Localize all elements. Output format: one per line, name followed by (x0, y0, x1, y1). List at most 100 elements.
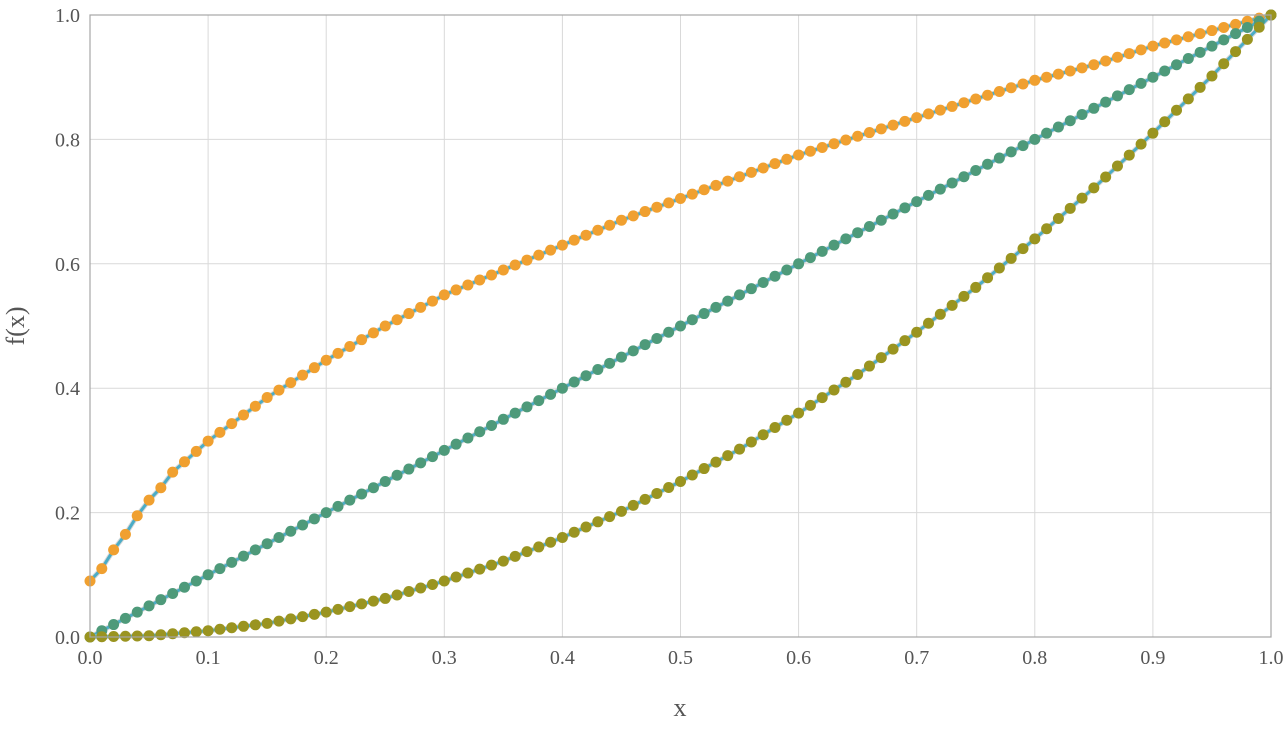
data-point (946, 299, 958, 311)
data-point (450, 284, 462, 296)
data-point (426, 295, 438, 307)
data-point (1218, 58, 1230, 70)
data-point (852, 130, 864, 142)
data-point (1230, 28, 1242, 40)
y-tick-label: 0.4 (55, 378, 80, 400)
data-point (1076, 62, 1088, 74)
data-point (615, 505, 627, 517)
data-point (167, 587, 179, 599)
data-point (757, 162, 769, 174)
data-point (1017, 78, 1029, 90)
y-tick-label: 0.0 (55, 627, 80, 649)
data-point (261, 617, 273, 629)
data-point (958, 97, 970, 109)
data-point (722, 175, 734, 187)
data-point (1017, 243, 1029, 255)
data-point (828, 239, 840, 251)
data-point (840, 233, 852, 245)
data-point (273, 531, 285, 543)
data-point (804, 252, 816, 264)
data-point (285, 613, 297, 625)
data-point (379, 592, 391, 604)
data-point (497, 555, 509, 567)
data-point (403, 585, 415, 597)
data-point (1159, 65, 1171, 77)
data-point (1029, 133, 1041, 145)
data-point (391, 469, 403, 481)
data-point (1123, 84, 1135, 96)
data-point (1135, 138, 1147, 150)
data-point (627, 499, 639, 511)
data-point (592, 516, 604, 528)
data-point (356, 488, 368, 500)
data-point (96, 563, 108, 575)
data-point (769, 270, 781, 282)
data-point (592, 224, 604, 236)
x-tick-label: 0.7 (904, 647, 929, 669)
data-point (297, 611, 309, 623)
data-point (899, 202, 911, 214)
data-point (474, 426, 486, 438)
data-point (509, 407, 521, 419)
data-point (202, 569, 214, 581)
data-point (155, 482, 167, 494)
data-point (734, 171, 746, 183)
data-point (403, 463, 415, 475)
data-point (1182, 31, 1194, 43)
y-axis-ticks: 0.0 0.2 0.4 0.6 0.8 1.0 (55, 5, 80, 649)
data-point (698, 184, 710, 196)
data-point (509, 550, 521, 562)
data-point (261, 392, 273, 404)
y-tick-label: 0.2 (55, 503, 80, 525)
data-point (1100, 55, 1112, 67)
data-point (604, 511, 616, 523)
data-point (1041, 127, 1053, 139)
data-point (1171, 59, 1183, 71)
data-point (946, 177, 958, 189)
x-tick-label: 1.0 (1259, 647, 1284, 669)
data-point (840, 134, 852, 146)
data-point (639, 339, 651, 351)
data-point (982, 89, 994, 101)
data-point (391, 314, 403, 326)
data-point (486, 420, 498, 432)
data-point (486, 559, 498, 571)
data-point (1182, 93, 1194, 105)
data-point (1147, 71, 1159, 83)
data-point (379, 476, 391, 487)
data-point (474, 274, 486, 286)
x-tick-label: 0.1 (196, 647, 221, 669)
data-point (249, 544, 261, 556)
data-point (367, 482, 379, 494)
data-point (639, 493, 651, 505)
x-axis-ticks: 0.0 0.1 0.2 0.3 0.4 0.5 0.6 0.7 0.8 0.9 1.0 (78, 647, 1284, 669)
x-axis-title: x (674, 693, 687, 722)
data-point (934, 308, 946, 320)
data-point (686, 188, 698, 200)
data-point (486, 269, 498, 281)
data-point (1076, 109, 1088, 121)
data-point (686, 314, 698, 326)
data-point (970, 281, 982, 293)
data-point (875, 352, 887, 364)
data-point (982, 272, 994, 284)
data-point (970, 93, 982, 105)
data-point (1005, 252, 1017, 264)
data-point (1171, 104, 1183, 116)
data-point (1123, 149, 1135, 161)
data-point (108, 619, 120, 631)
data-point (556, 382, 568, 394)
data-point (1029, 74, 1041, 86)
data-point (734, 289, 746, 301)
data-point (167, 628, 179, 640)
data-point (131, 606, 143, 618)
data-point (911, 196, 923, 208)
data-point (379, 320, 391, 332)
x-tick-label: 0.2 (314, 647, 339, 669)
data-point (190, 575, 202, 587)
data-point (568, 234, 580, 246)
data-point (1111, 51, 1123, 63)
data-point (367, 327, 379, 339)
data-point (320, 507, 332, 519)
data-point (663, 326, 675, 338)
